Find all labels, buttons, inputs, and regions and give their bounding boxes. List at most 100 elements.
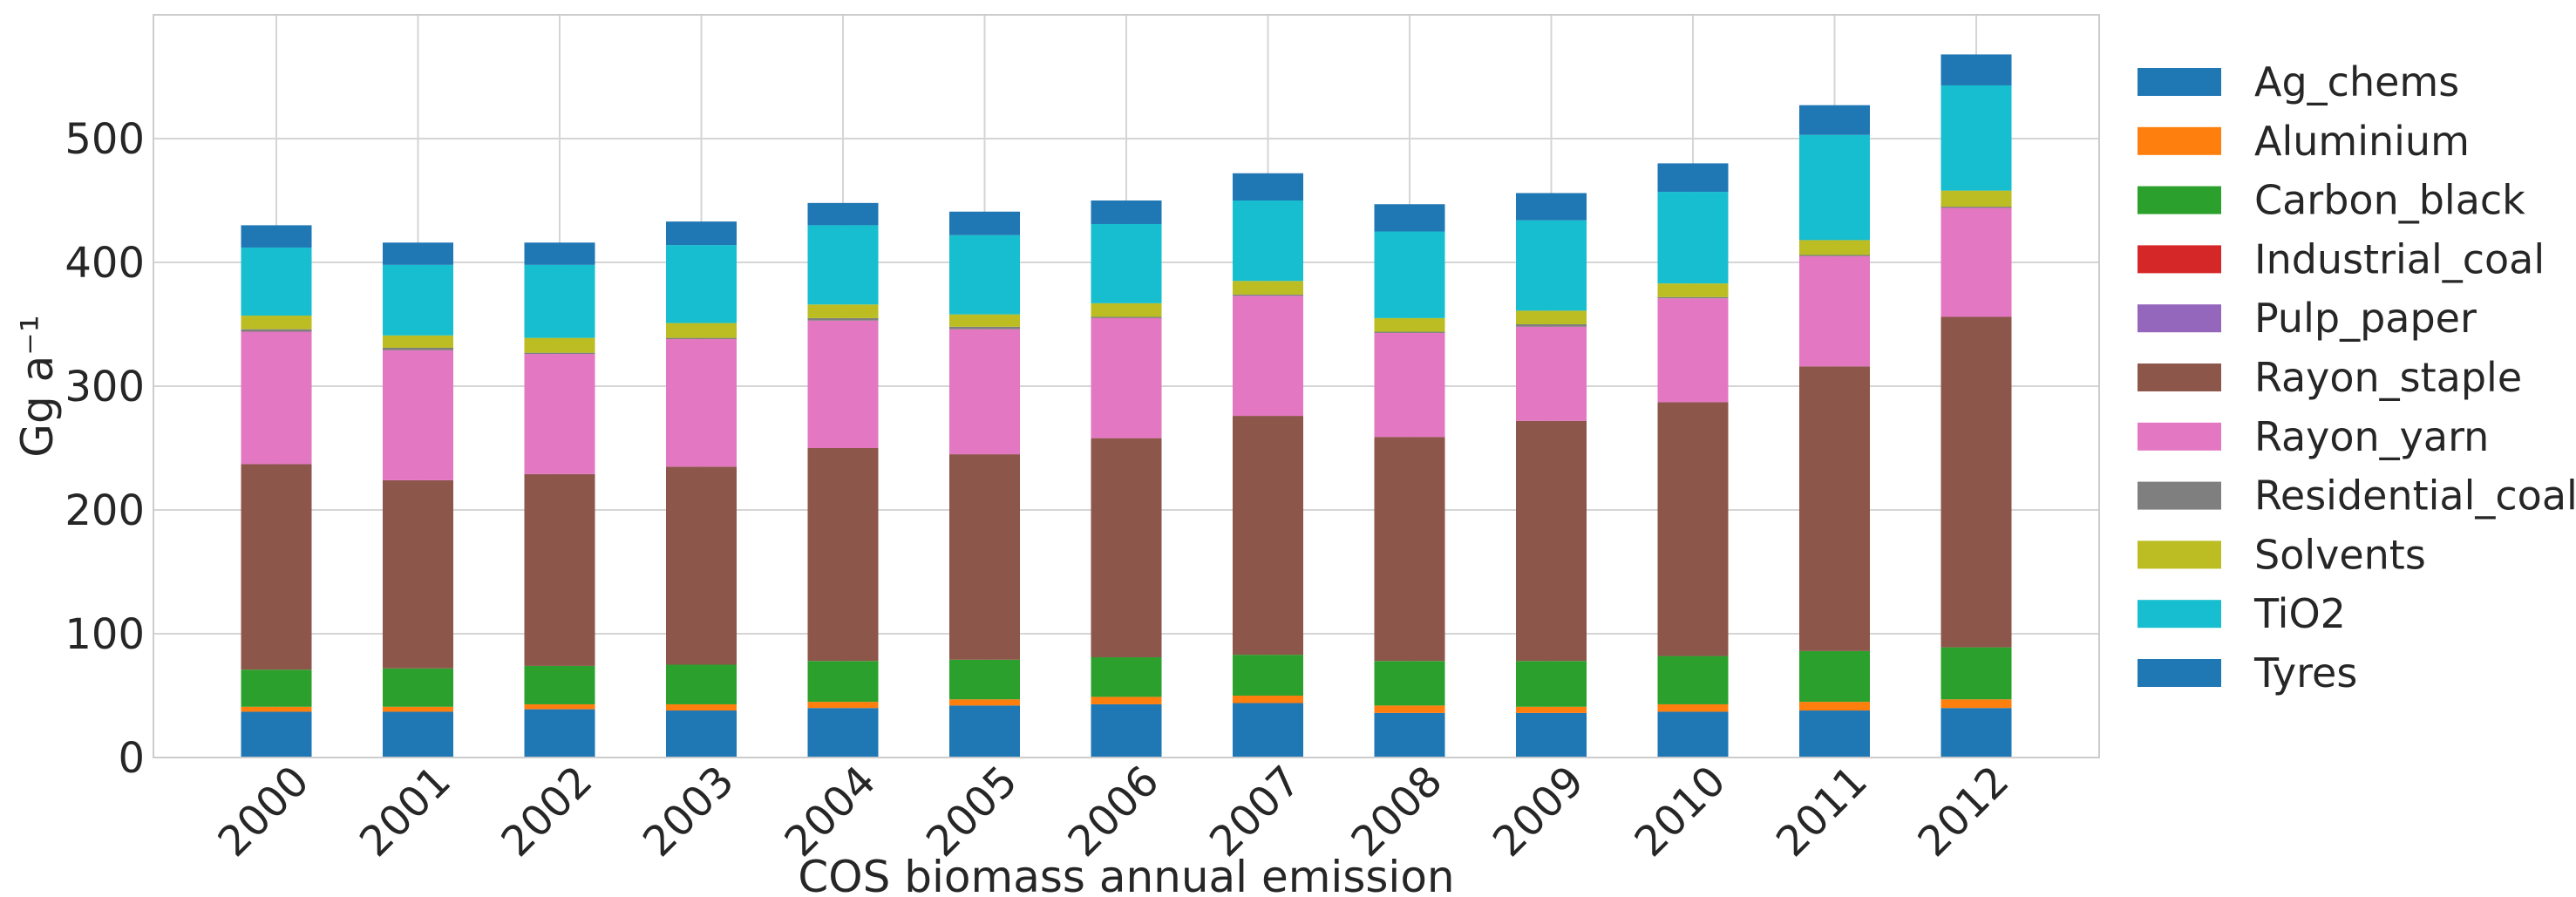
bar-segment-solvents bbox=[524, 337, 595, 353]
bar-segment-ag-chems bbox=[1233, 173, 1303, 200]
bar-segment-solvents bbox=[807, 304, 879, 318]
bar-segment-carbon-black bbox=[1657, 656, 1729, 704]
bar-segment-tio2 bbox=[666, 245, 737, 323]
bar-segment-residential-coal bbox=[666, 337, 737, 340]
bar-segment-tio2 bbox=[383, 264, 453, 336]
bar-segment-solvents bbox=[1233, 281, 1303, 295]
bar-segment-carbon-black bbox=[1233, 655, 1303, 696]
legend-label: Pulp_paper bbox=[2254, 295, 2477, 342]
bar-segment-solvents bbox=[666, 323, 737, 338]
legend-label: Solvents bbox=[2254, 531, 2426, 578]
legend-swatch bbox=[2138, 186, 2221, 214]
x-tick-label: 2010 bbox=[1626, 757, 1736, 866]
x-tick-label: 2000 bbox=[209, 757, 319, 866]
bar-segment-residential-coal bbox=[949, 326, 1020, 330]
bar-segment-aluminium bbox=[1091, 697, 1162, 704]
y-tick-label: 200 bbox=[65, 486, 145, 535]
bar-segment-rayon-yarn bbox=[807, 320, 879, 448]
bar-segment-tio2 bbox=[524, 264, 595, 338]
bar-segment-residential-coal bbox=[1091, 316, 1162, 318]
legend-swatch bbox=[2138, 481, 2221, 510]
bar-segment-residential-coal bbox=[383, 347, 453, 350]
bar-segment-rayon-staple bbox=[524, 473, 595, 666]
legend-swatch bbox=[2138, 304, 2221, 333]
bar-segment-carbon-black bbox=[524, 665, 595, 704]
bar-segment-ag-chems bbox=[1091, 200, 1162, 224]
bar-segment-tyres bbox=[1233, 703, 1303, 758]
legend-swatch bbox=[2138, 600, 2221, 629]
bar-segment-rayon-staple bbox=[949, 454, 1020, 660]
bar-segment-solvents bbox=[241, 316, 312, 330]
bar-segment-solvents bbox=[1657, 283, 1729, 297]
plot-frame bbox=[153, 14, 2100, 758]
legend-label: Rayon_staple bbox=[2254, 354, 2522, 401]
bars bbox=[241, 54, 2012, 758]
bar-segment-aluminium bbox=[383, 706, 453, 712]
bar-segment-rayon-staple bbox=[1799, 366, 1870, 651]
bar-segment-rayon-staple bbox=[666, 466, 737, 665]
bar-segment-aluminium bbox=[1374, 705, 1445, 713]
bar-segment-tyres bbox=[524, 709, 595, 758]
legend-swatch bbox=[2138, 126, 2221, 155]
bar-segment-aluminium bbox=[666, 703, 737, 711]
bar-segment-carbon-black bbox=[949, 659, 1020, 700]
legend-swatch bbox=[2138, 422, 2221, 451]
bar-segment-residential-coal bbox=[1657, 296, 1729, 299]
legend-swatch bbox=[2138, 68, 2221, 96]
bar-segment-residential-coal bbox=[807, 317, 879, 321]
bar-segment-tio2 bbox=[807, 225, 879, 305]
bar-segment-rayon-staple bbox=[1091, 438, 1162, 657]
legend-label: Rayon_yarn bbox=[2254, 413, 2489, 460]
bar-segment-aluminium bbox=[1516, 706, 1587, 713]
bar-segment-rayon-yarn bbox=[1374, 332, 1445, 438]
bar-segment-carbon-black bbox=[1516, 661, 1587, 707]
bar-segment-aluminium bbox=[807, 702, 879, 709]
x-tick-label: 2005 bbox=[917, 757, 1027, 866]
legend-label: Residential_coal bbox=[2254, 472, 2576, 520]
bar-segment-tio2 bbox=[1799, 134, 1870, 241]
bar-segment-solvents bbox=[1091, 302, 1162, 317]
bar-segment-aluminium bbox=[1657, 703, 1729, 712]
bar-segment-rayon-staple bbox=[1657, 402, 1729, 656]
bar-segment-rayon-staple bbox=[1940, 316, 2012, 648]
bar-segment-rayon-staple bbox=[807, 448, 879, 662]
legend-label: Aluminium bbox=[2254, 118, 2470, 165]
bar-segment-rayon-yarn bbox=[666, 339, 737, 467]
bar-segment-rayon-yarn bbox=[1799, 255, 1870, 367]
legend-swatch bbox=[2138, 364, 2221, 391]
bar-segment-tyres bbox=[1799, 710, 1870, 758]
bar-segment-rayon-yarn bbox=[1657, 298, 1729, 403]
bar-segment-rayon-yarn bbox=[383, 350, 453, 480]
bar-segment-aluminium bbox=[524, 703, 595, 710]
bar-segment-tio2 bbox=[1516, 220, 1587, 311]
legend: Ag_chems Aluminium Carbon_black Industrial_… bbox=[2138, 58, 2576, 697]
bar-segment-tio2 bbox=[1091, 223, 1162, 303]
bar-segment-solvents bbox=[383, 335, 453, 348]
y-tick-label: 100 bbox=[65, 610, 145, 659]
x-tick-label: 2003 bbox=[634, 757, 744, 866]
bar-segment-ag-chems bbox=[1516, 193, 1587, 221]
bar-segment-rayon-yarn bbox=[1516, 326, 1587, 421]
y-tick-labels: 0 100 200 300 400 500 bbox=[65, 115, 145, 783]
x-tick-labels: 2000 2001 2002 2003 2004 2005 2006 2007 2008 2009… bbox=[209, 757, 2019, 866]
bar-segment-ag-chems bbox=[383, 242, 453, 265]
bar-segment-ag-chems bbox=[807, 202, 879, 226]
bar-segment-tyres bbox=[949, 705, 1020, 758]
bar-segment-tyres bbox=[666, 710, 737, 758]
bar-segment-tyres bbox=[1091, 703, 1162, 758]
bar-segment-rayon-yarn bbox=[949, 329, 1020, 455]
y-tick-label: 0 bbox=[118, 734, 145, 783]
bar-segment-residential-coal bbox=[524, 352, 595, 355]
legend-label: TiO2 bbox=[2253, 590, 2346, 637]
bar-segment-rayon-staple bbox=[1233, 416, 1303, 656]
bar-segment-rayon-yarn bbox=[524, 354, 595, 474]
bar-segment-ag-chems bbox=[666, 221, 737, 246]
bar-segment-rayon-staple bbox=[383, 479, 453, 669]
x-axis-label: COS biomass annual emission bbox=[798, 852, 1454, 897]
bar-segment-tio2 bbox=[241, 247, 312, 316]
bar-segment-aluminium bbox=[1233, 696, 1303, 703]
legend-label: Carbon_black bbox=[2254, 177, 2525, 224]
legend-label: Ag_chems bbox=[2254, 58, 2459, 105]
x-tick-label: 2002 bbox=[493, 757, 602, 866]
